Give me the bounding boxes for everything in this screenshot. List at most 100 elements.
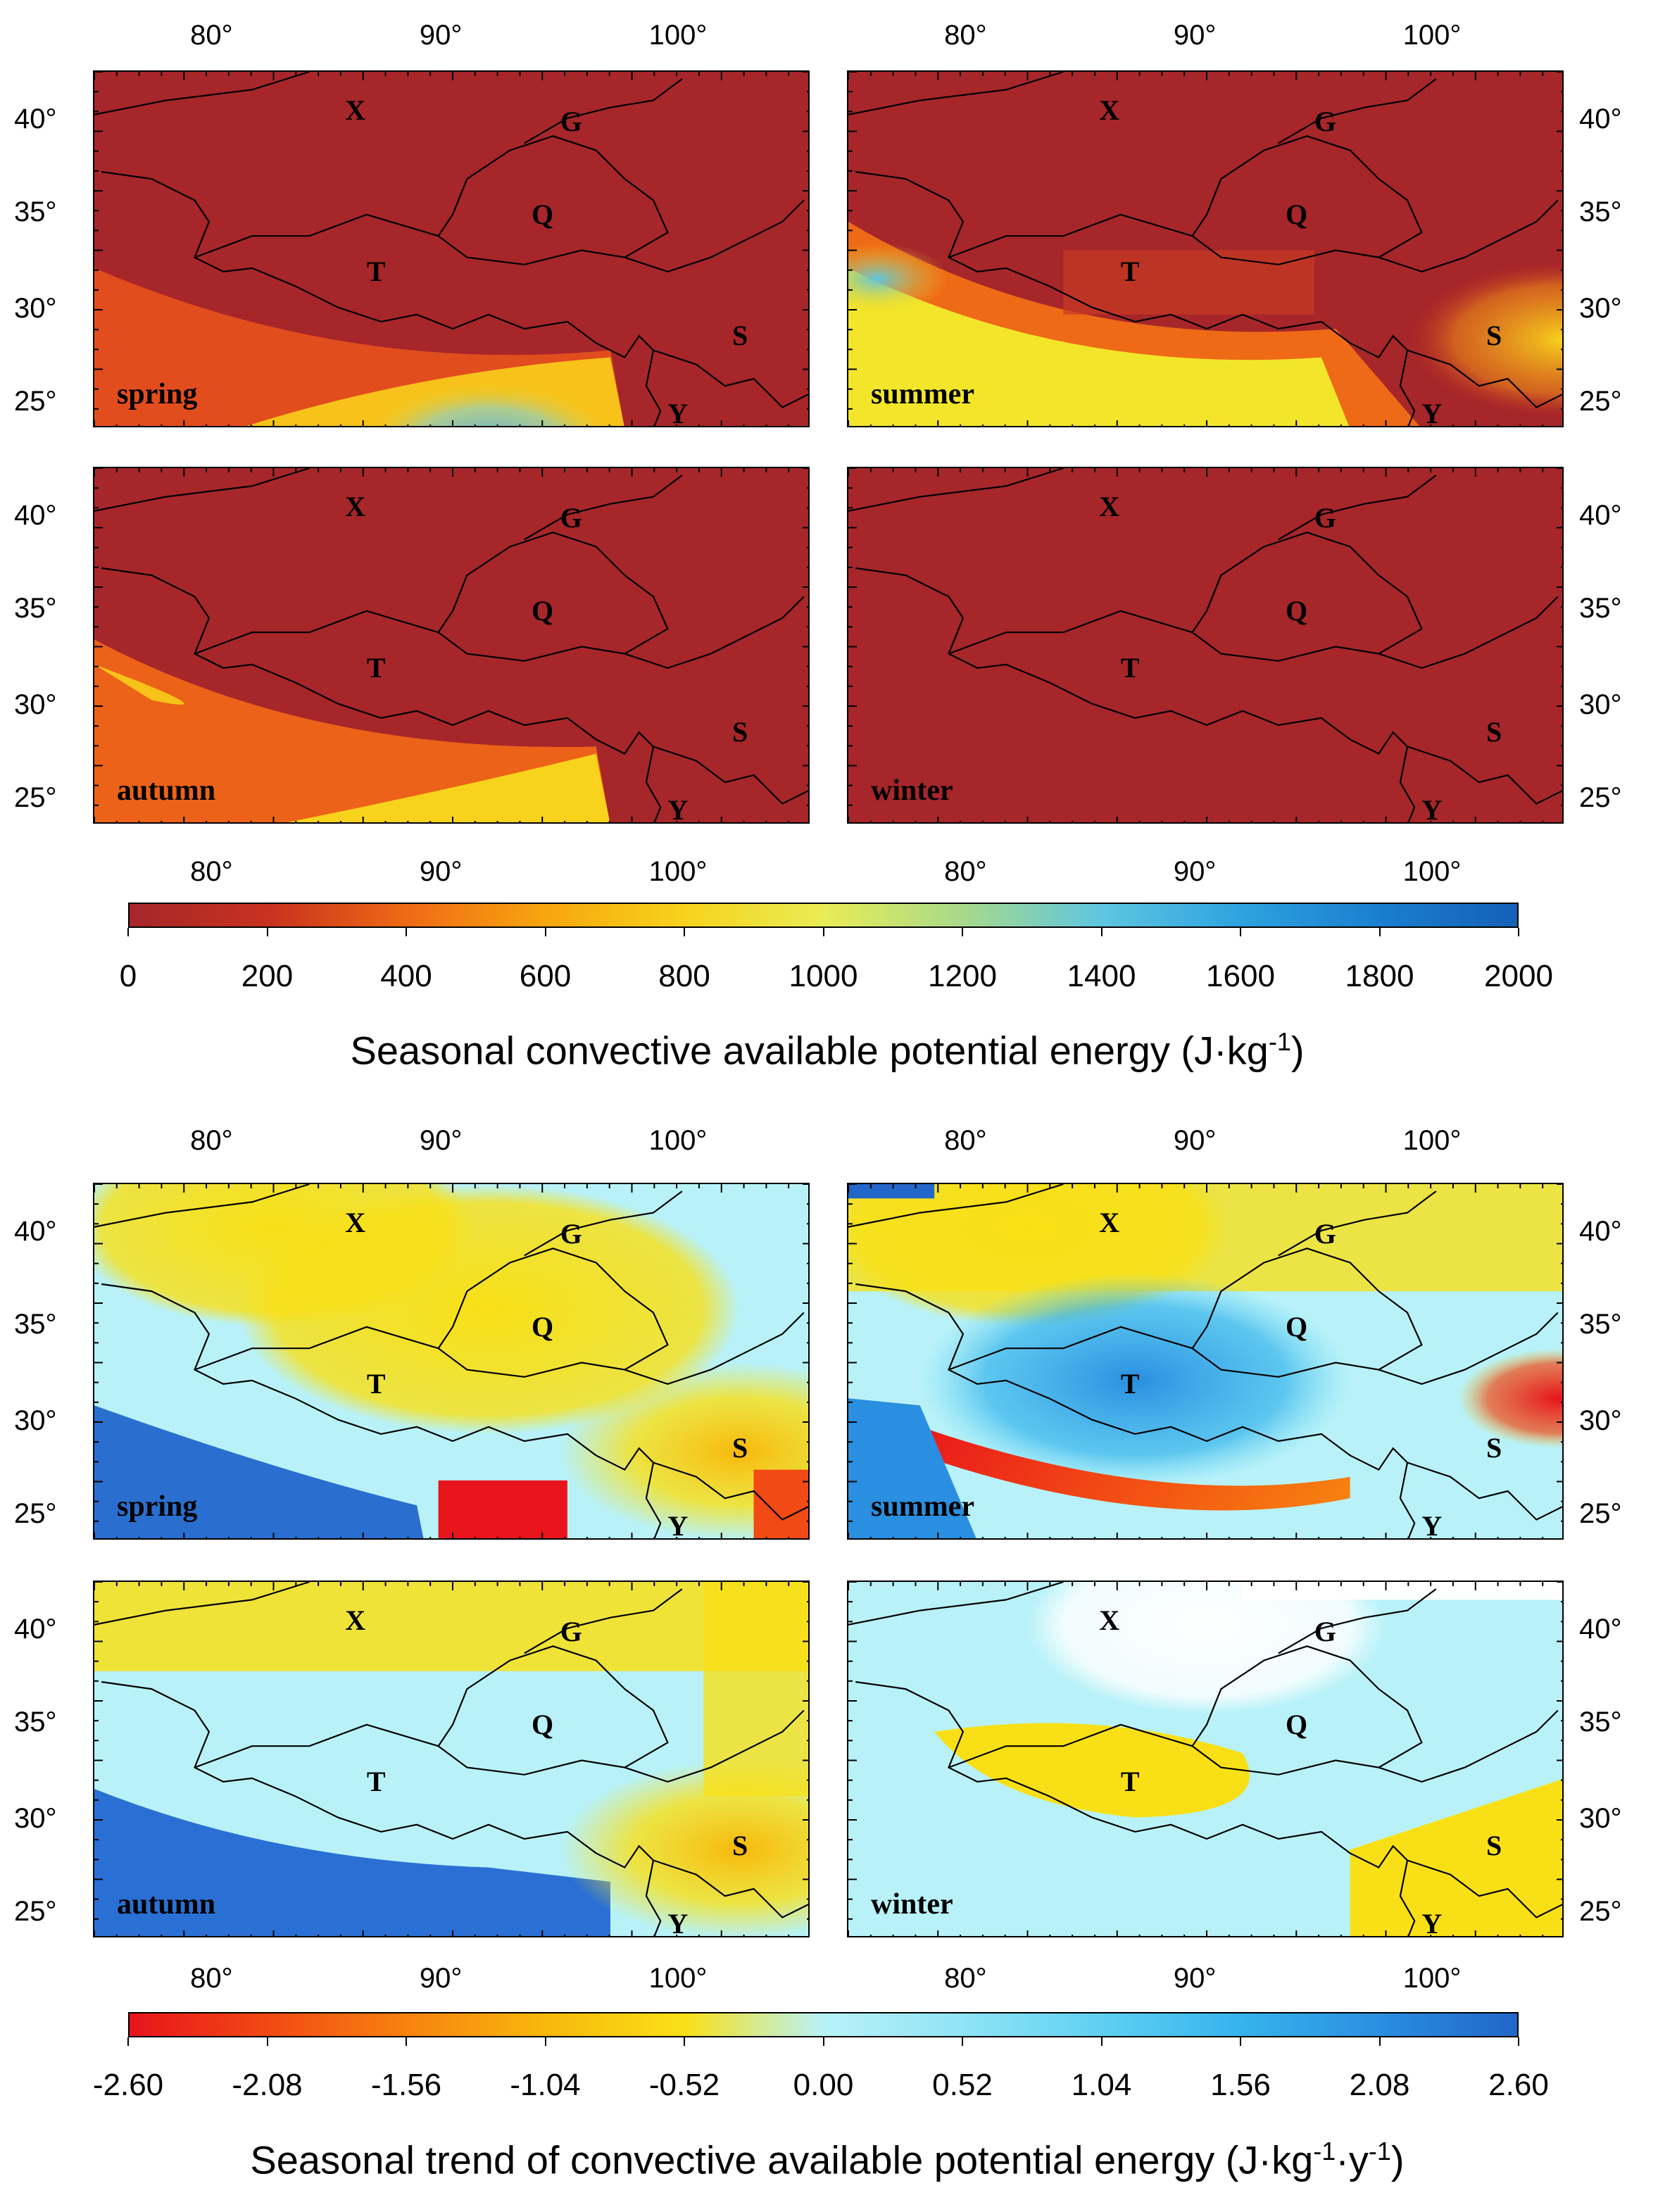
- region-label-t: T: [1120, 1765, 1140, 1797]
- colorbar-tick: [1100, 2037, 1103, 2046]
- latitude-label: 40°: [14, 1215, 57, 1247]
- map-raster: [94, 72, 808, 426]
- region-label-y: Y: [667, 794, 689, 824]
- longitude-label: 100°: [1402, 1963, 1462, 1994]
- longitude-label: 100°: [1402, 20, 1462, 51]
- map-raster: [848, 1582, 1562, 1936]
- border-line: [624, 1312, 805, 1385]
- border-line: [94, 72, 310, 115]
- region-label-q: Q: [1285, 1310, 1308, 1343]
- latitude-label: 30°: [1579, 292, 1622, 324]
- colorbar-tick: [266, 928, 268, 936]
- colorbar-tick: [684, 928, 685, 936]
- colorbar-tick-label: 1.56: [1210, 2068, 1271, 2102]
- colorbar-tick-label: 1600: [1206, 959, 1275, 993]
- region-label-q: Q: [1285, 1708, 1308, 1740]
- longitude-label: 80°: [190, 20, 233, 51]
- colorbar-tick-label: 1200: [928, 959, 997, 993]
- colorbar-tick-label: 1.04: [1071, 2068, 1132, 2102]
- border-line: [101, 567, 662, 822]
- border-line: [1278, 1588, 1437, 1654]
- season-label: autumn: [117, 1888, 216, 1921]
- border-line: [101, 1680, 662, 1936]
- longitude-label: 80°: [944, 856, 987, 887]
- region-label-g: G: [560, 1217, 582, 1250]
- border-line: [524, 78, 683, 144]
- border-line: [1191, 1248, 1423, 1378]
- region-label-q: Q: [531, 1708, 554, 1740]
- border-line: [624, 199, 805, 273]
- longitude-label: 80°: [190, 856, 233, 887]
- colorbar-tick: [1240, 2037, 1241, 2046]
- colorbar-tick-label: 200: [241, 959, 294, 993]
- border-line: [1191, 135, 1423, 265]
- latitude-label: 35°: [1579, 196, 1622, 227]
- border-line: [653, 349, 808, 408]
- border-line: [1407, 1462, 1562, 1521]
- border-line: [1278, 78, 1437, 144]
- border-line: [1278, 475, 1437, 541]
- frame-ticks: [94, 1184, 808, 1538]
- latitude-label: 40°: [1579, 103, 1622, 134]
- season-label: winter: [871, 1888, 953, 1921]
- region-label-y: Y: [1421, 794, 1443, 824]
- latitude-label: 30°: [14, 292, 57, 324]
- latitude-label: 35°: [1579, 1706, 1622, 1737]
- border-line: [194, 610, 439, 655]
- colorbar-tick-label: 800: [658, 959, 710, 993]
- colorbar-tick-label: -2.60: [92, 2068, 164, 2102]
- border-line: [1378, 1709, 1559, 1783]
- latitude-label: 35°: [14, 1706, 57, 1737]
- border-line: [1407, 1859, 1562, 1918]
- map-raster: [94, 1582, 808, 1936]
- latitude-label: 40°: [1579, 1613, 1622, 1645]
- colorbar-tick: [1518, 2037, 1519, 2046]
- frame-ticks: [848, 1582, 1562, 1936]
- region-label-x: X: [345, 1604, 366, 1637]
- border-line: [94, 1582, 310, 1626]
- frame-ticks: [94, 72, 808, 426]
- latitude-label: 25°: [14, 1497, 57, 1529]
- colorbar-tick-label: 1800: [1345, 959, 1414, 993]
- season-label: winter: [871, 774, 953, 807]
- colorbar-tick-label: -0.52: [648, 2068, 720, 2102]
- border-line: [1191, 1645, 1423, 1776]
- border-line: [948, 213, 1193, 258]
- border-line: [94, 468, 310, 512]
- latitude-label: 25°: [1579, 781, 1622, 813]
- region-label-y: Y: [1421, 398, 1443, 427]
- colorbar-tick-label: -1.04: [510, 2068, 581, 2102]
- region-label-x: X: [1099, 491, 1120, 523]
- region-label-x: X: [345, 94, 366, 127]
- map-raster: [848, 468, 1562, 822]
- colorbar: [128, 2012, 1519, 2037]
- season-label: spring: [117, 1490, 198, 1523]
- longitude-label: 90°: [1173, 856, 1217, 887]
- latitude-label: 30°: [14, 1802, 57, 1834]
- region-label-y: Y: [667, 1908, 689, 1937]
- colorbar-tick: [544, 928, 546, 936]
- colorbar-tick: [544, 2037, 546, 2046]
- latitude-label: 40°: [1579, 499, 1622, 531]
- frame-ticks: [848, 468, 1562, 822]
- border-line: [948, 1723, 1193, 1768]
- region-label-g: G: [560, 1615, 582, 1647]
- colorbar-tick: [1378, 2037, 1381, 2046]
- border-line: [1407, 746, 1562, 805]
- latitude-label: 30°: [14, 689, 57, 720]
- region-label-s: S: [1486, 1431, 1502, 1464]
- longitude-label: 90°: [419, 20, 463, 51]
- latitude-label: 40°: [14, 1613, 57, 1645]
- border-line: [1278, 1190, 1437, 1257]
- border-line: [855, 567, 1416, 822]
- border-line: [194, 213, 439, 258]
- frame-ticks: [94, 468, 808, 822]
- region-label-x: X: [1099, 1207, 1120, 1239]
- latitude-label: 40°: [14, 499, 57, 531]
- longitude-label: 90°: [419, 1125, 463, 1156]
- border-line: [624, 596, 805, 670]
- longitude-label: 80°: [190, 1963, 233, 1994]
- region-label-q: Q: [531, 594, 554, 627]
